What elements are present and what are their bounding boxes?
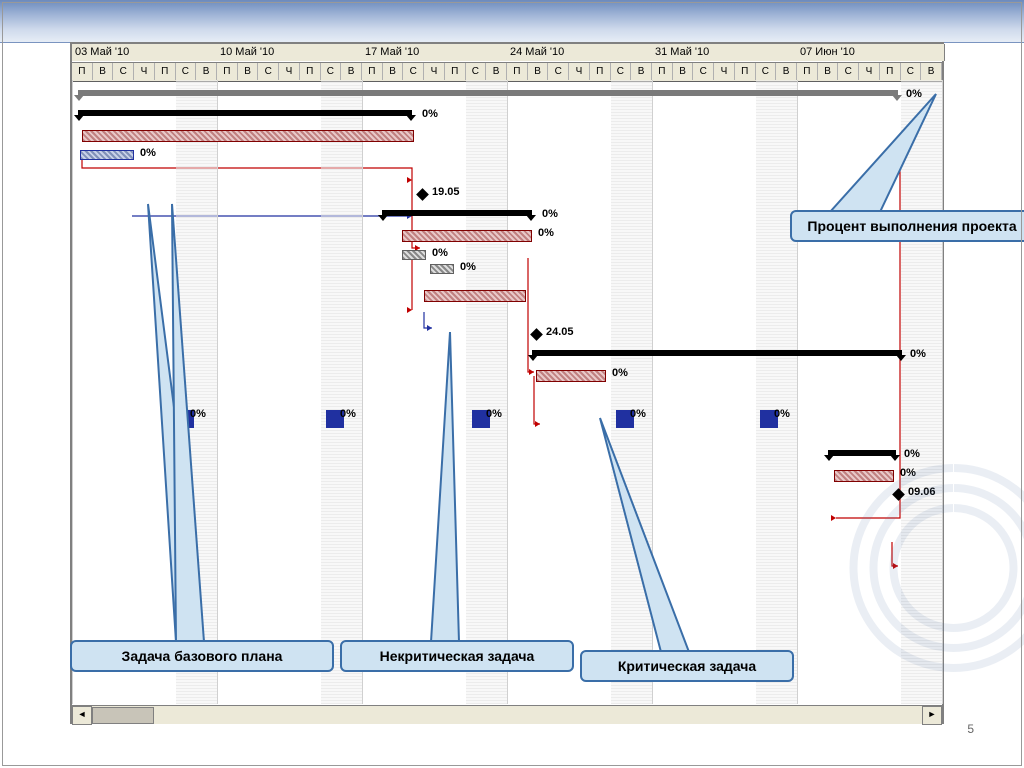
week-header-cell: 07 Июн '10	[797, 44, 945, 61]
percent-label: 0%	[432, 247, 448, 259]
day-header-cell: С	[321, 63, 342, 80]
milestone-date-label: 19.05	[432, 186, 460, 198]
percent-label: 0%	[538, 227, 554, 239]
window-titlebar-gradient	[0, 0, 1024, 43]
day-header-cell: Ч	[424, 63, 445, 80]
task-bar[interactable]	[402, 250, 426, 260]
callout-c3: Некритическая задача	[340, 640, 574, 672]
day-header-cell: В	[921, 63, 942, 80]
timeline-weeks-row: 03 Май '1010 Май '1017 Май '1024 Май '10…	[72, 44, 942, 63]
horizontal-scrollbar[interactable]: ◄ ►	[72, 705, 942, 724]
summary-bar[interactable]	[382, 210, 532, 216]
day-header-cell: П	[72, 63, 93, 80]
day-header-cell: С	[176, 63, 197, 80]
percent-label: 0%	[906, 88, 922, 100]
page-number: 5	[967, 722, 974, 736]
scroll-right-button[interactable]: ►	[922, 706, 942, 725]
day-header-cell: В	[93, 63, 114, 80]
day-header-cell: П	[445, 63, 466, 80]
critical-task-bar[interactable]	[424, 290, 526, 302]
day-header-cell: С	[611, 63, 632, 80]
percent-label: 0%	[900, 467, 916, 479]
day-header-cell: П	[590, 63, 611, 80]
scroll-left-button[interactable]: ◄	[72, 706, 92, 725]
day-header-cell: Ч	[569, 63, 590, 80]
day-header-cell: В	[818, 63, 839, 80]
task-bar[interactable]	[80, 150, 134, 160]
task-bar[interactable]	[430, 264, 454, 274]
critical-task-bar[interactable]	[402, 230, 532, 242]
percent-label: 0%	[612, 367, 628, 379]
day-header-cell: С	[548, 63, 569, 80]
day-header-cell: С	[838, 63, 859, 80]
gantt-body[interactable]: 0% 0% 0% 19.05 0% 0% 0% 0% 24.05 0% 0% 0% 0% 09.06 0% 0…	[72, 80, 942, 704]
week-header-cell: 10 Май '10	[217, 44, 365, 61]
day-header-cell: С	[113, 63, 134, 80]
milestone-diamond[interactable]	[416, 188, 429, 201]
percent-label: 0%	[422, 108, 438, 120]
day-header-cell: В	[673, 63, 694, 80]
summary-bar[interactable]	[78, 90, 898, 96]
day-header-cell: В	[776, 63, 797, 80]
day-header-cell: В	[383, 63, 404, 80]
day-header-cell: С	[403, 63, 424, 80]
summary-bar[interactable]	[828, 450, 896, 456]
day-header-cell: Ч	[859, 63, 880, 80]
percent-label: 0%	[190, 408, 206, 420]
day-header-cell: П	[797, 63, 818, 80]
summary-bar[interactable]	[78, 110, 412, 116]
day-header-cell: С	[756, 63, 777, 80]
day-header-cell: В	[196, 63, 217, 80]
day-header-cell: П	[300, 63, 321, 80]
percent-label: 0%	[774, 408, 790, 420]
scroll-thumb[interactable]	[92, 707, 154, 724]
critical-task-bar[interactable]	[536, 370, 606, 382]
day-header-cell: Ч	[714, 63, 735, 80]
day-header-cell: В	[238, 63, 259, 80]
day-header-cell: С	[258, 63, 279, 80]
gantt-chart-panel: 03 Май '1010 Май '1017 Май '1024 Май '10…	[70, 42, 944, 724]
day-header-cell: П	[217, 63, 238, 80]
percent-label: 0%	[140, 147, 156, 159]
percent-label: 0%	[460, 261, 476, 273]
percent-label: 0%	[904, 448, 920, 460]
day-header-cell: П	[155, 63, 176, 80]
day-header-cell: П	[735, 63, 756, 80]
percent-label: 0%	[542, 208, 558, 220]
day-header-cell: П	[362, 63, 383, 80]
callout-c4: Критическая задача	[580, 650, 794, 682]
milestone-diamond[interactable]	[530, 328, 543, 341]
day-header-cell: В	[486, 63, 507, 80]
week-header-cell: 24 Май '10	[507, 44, 655, 61]
day-header-cell: П	[507, 63, 528, 80]
day-header-cell: П	[880, 63, 901, 80]
percent-label: 0%	[486, 408, 502, 420]
day-header-cell: В	[528, 63, 549, 80]
percent-label: 0%	[340, 408, 356, 420]
week-header-cell: 03 Май '10	[72, 44, 220, 61]
milestone-date-label: 09.06	[908, 486, 936, 498]
screenshot-root: { "header_gradient": { "from":"#6c8bbd",…	[0, 0, 1024, 768]
percent-label: 0%	[910, 348, 926, 360]
day-header-cell: Ч	[279, 63, 300, 80]
callout-c2: Задача базового плана	[70, 640, 334, 672]
week-header-cell: 17 Май '10	[362, 44, 510, 61]
summary-bar[interactable]	[532, 350, 902, 356]
day-header-cell: В	[631, 63, 652, 80]
critical-task-bar[interactable]	[82, 130, 414, 142]
critical-task-bar[interactable]	[834, 470, 894, 482]
day-header-cell: С	[693, 63, 714, 80]
milestone-date-label: 24.05	[546, 326, 574, 338]
callout-c1: Процент выполнения проекта	[790, 210, 1024, 242]
day-header-cell: Ч	[134, 63, 155, 80]
day-header-cell: С	[901, 63, 922, 80]
day-header-cell: С	[466, 63, 487, 80]
percent-label: 0%	[630, 408, 646, 420]
day-header-cell: В	[341, 63, 362, 80]
week-header-cell: 31 Май '10	[652, 44, 800, 61]
day-header-cell: П	[652, 63, 673, 80]
timeline-header: 03 Май '1010 Май '1017 Май '1024 Май '10…	[72, 44, 942, 80]
